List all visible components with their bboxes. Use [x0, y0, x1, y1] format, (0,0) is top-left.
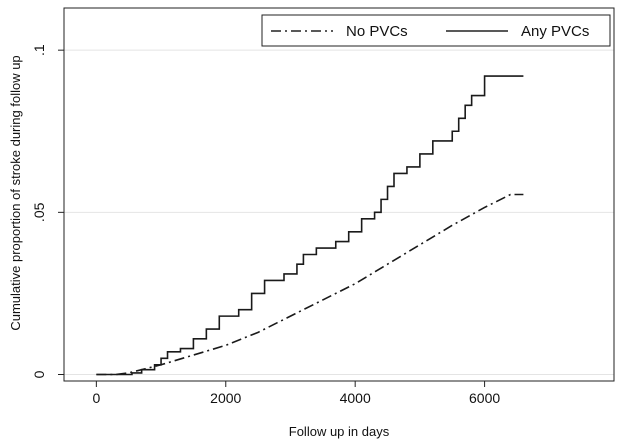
y-tick-label-0: 0 [31, 370, 47, 378]
ticks: 0 2000 4000 6000 0 .05 .1 [31, 44, 500, 406]
series-line-no-pvcs [96, 193, 524, 376]
gridlines [64, 49, 614, 376]
x-tick-label-1: 2000 [210, 390, 241, 406]
x-tick-label-0: 0 [92, 390, 100, 406]
x-tick-label-2: 4000 [340, 390, 371, 406]
plot-frame [63, 7, 615, 382]
series-layer [96, 75, 524, 376]
x-tick-label-3: 6000 [469, 390, 500, 406]
y-tick-label-1: .05 [31, 202, 47, 222]
legend-box [261, 14, 611, 47]
y-axis-title: Cumulative proportion of stroke during f… [8, 55, 23, 330]
legend: No PVCs Any PVCs [261, 14, 611, 47]
x-axis-title: Follow up in days [289, 424, 390, 439]
y-tick-label-2: .1 [31, 44, 47, 56]
legend-label-any-pvcs: Any PVCs [521, 23, 589, 40]
legend-label-no-pvcs: No PVCs [346, 23, 408, 40]
series-line-any-pvcs [96, 75, 524, 376]
